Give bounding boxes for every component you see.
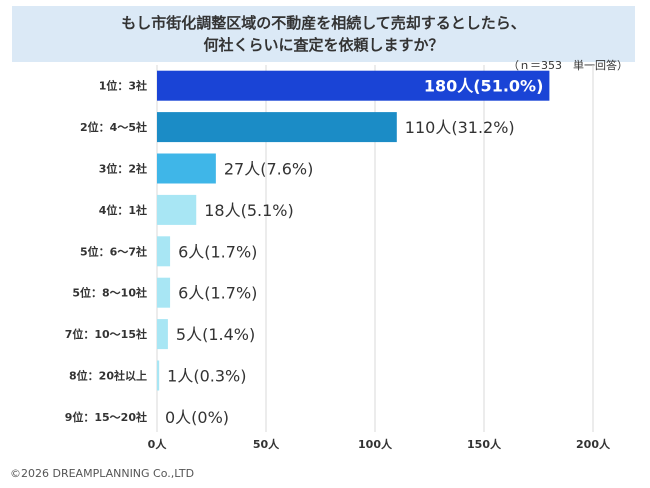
- category-label: 8位：20社以上: [69, 369, 147, 383]
- category-label: 3位：2社: [99, 162, 147, 176]
- bar: [157, 236, 171, 267]
- x-tick-label: 0人: [148, 437, 168, 451]
- bar: [157, 277, 171, 308]
- bar: [157, 319, 168, 350]
- bar: [157, 70, 550, 101]
- bar: [157, 194, 197, 225]
- data-label: 5人(1.4%): [176, 325, 255, 344]
- category-label: 1位：3社: [99, 79, 147, 93]
- bar: [157, 112, 397, 143]
- sample-note: （ｎ＝353 単一回答）: [508, 59, 628, 72]
- chart-title-line-1: もし市街化調整区域の不動産を相続して売却するとしたら、: [121, 14, 526, 32]
- data-label: 18人(5.1%): [204, 201, 293, 220]
- data-label: 6人(1.7%): [178, 242, 257, 261]
- copyright-text: ©2026 DREAMPLANNING Co.,LTD: [10, 467, 195, 480]
- data-label: 6人(1.7%): [178, 284, 257, 303]
- category-label: 2位：4～5社: [80, 120, 147, 134]
- category-label: 4位：1社: [99, 203, 147, 217]
- data-label: 110人(31.2%): [405, 118, 515, 137]
- x-tick-label: 100人: [358, 437, 393, 451]
- bar: [157, 360, 160, 391]
- data-label: 0人(0%): [165, 408, 229, 427]
- bar: [157, 153, 216, 184]
- category-label: 7位：10～15社: [65, 327, 147, 341]
- chart-title-box: もし市街化調整区域の不動産を相続して売却するとしたら、 何社くらいに査定を依頼し…: [12, 6, 635, 62]
- category-label: 5位：8～10社: [72, 286, 147, 300]
- category-label: 5位：6～7社: [80, 244, 147, 258]
- x-tick-label: 150人: [467, 437, 502, 451]
- x-tick-label: 200人: [576, 437, 611, 451]
- x-tick-label: 50人: [253, 437, 280, 451]
- chart-title-line-2: 何社くらいに査定を依頼しますか？: [203, 36, 444, 54]
- category-label: 9位：15～20社: [65, 410, 147, 424]
- data-label: 27人(7.6%): [224, 160, 313, 179]
- data-label: 180人(51.0%): [424, 77, 544, 96]
- data-label: 1人(0.3%): [167, 367, 246, 386]
